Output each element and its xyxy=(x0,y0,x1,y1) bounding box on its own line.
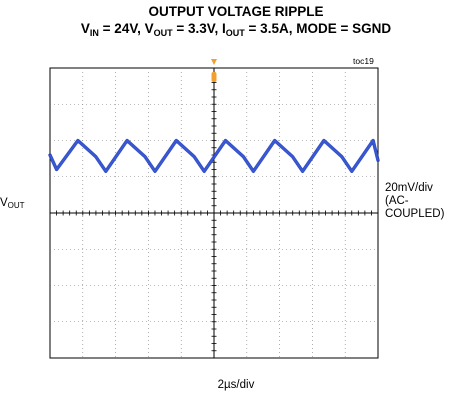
vin-value: = 24V, xyxy=(98,21,145,36)
vout-subscript: OUT xyxy=(153,28,173,38)
vertical-scale-line-3: COUPLED) xyxy=(385,208,445,220)
chart-subtitle: VIN = 24V, VOUT = 3.3V, IOUT = 3.5A, MOD… xyxy=(0,21,472,38)
channel-label: VOUT xyxy=(0,197,25,210)
ripple-trace-core xyxy=(49,139,379,172)
vin-subscript: IN xyxy=(89,28,99,38)
figure-id: toc19 xyxy=(353,56,374,66)
chart-title: OUTPUT VOLTAGE RIPPLE xyxy=(148,4,324,19)
vertical-scale-line-2: (AC- xyxy=(385,195,409,207)
iout-value: = 3.5A, MODE = SGND xyxy=(244,21,392,36)
horizontal-scale-label: 2µs/div xyxy=(217,379,255,391)
channel-label-sub: OUT xyxy=(7,201,25,210)
vin-label: V xyxy=(80,21,90,36)
trigger-level-icon xyxy=(211,72,217,82)
trigger-marker-icon xyxy=(211,59,217,65)
vout-value: = 3.3V, xyxy=(172,21,223,36)
vertical-scale-line-1: 20mV/div xyxy=(385,182,433,194)
iout-subscript: OUT xyxy=(225,28,245,38)
vertical-scale-label: 20mV/div (AC- COUPLED) xyxy=(385,182,472,221)
vout-label: V xyxy=(144,21,154,36)
channel-label-main: V xyxy=(0,197,8,209)
iout-label: I xyxy=(222,21,226,36)
